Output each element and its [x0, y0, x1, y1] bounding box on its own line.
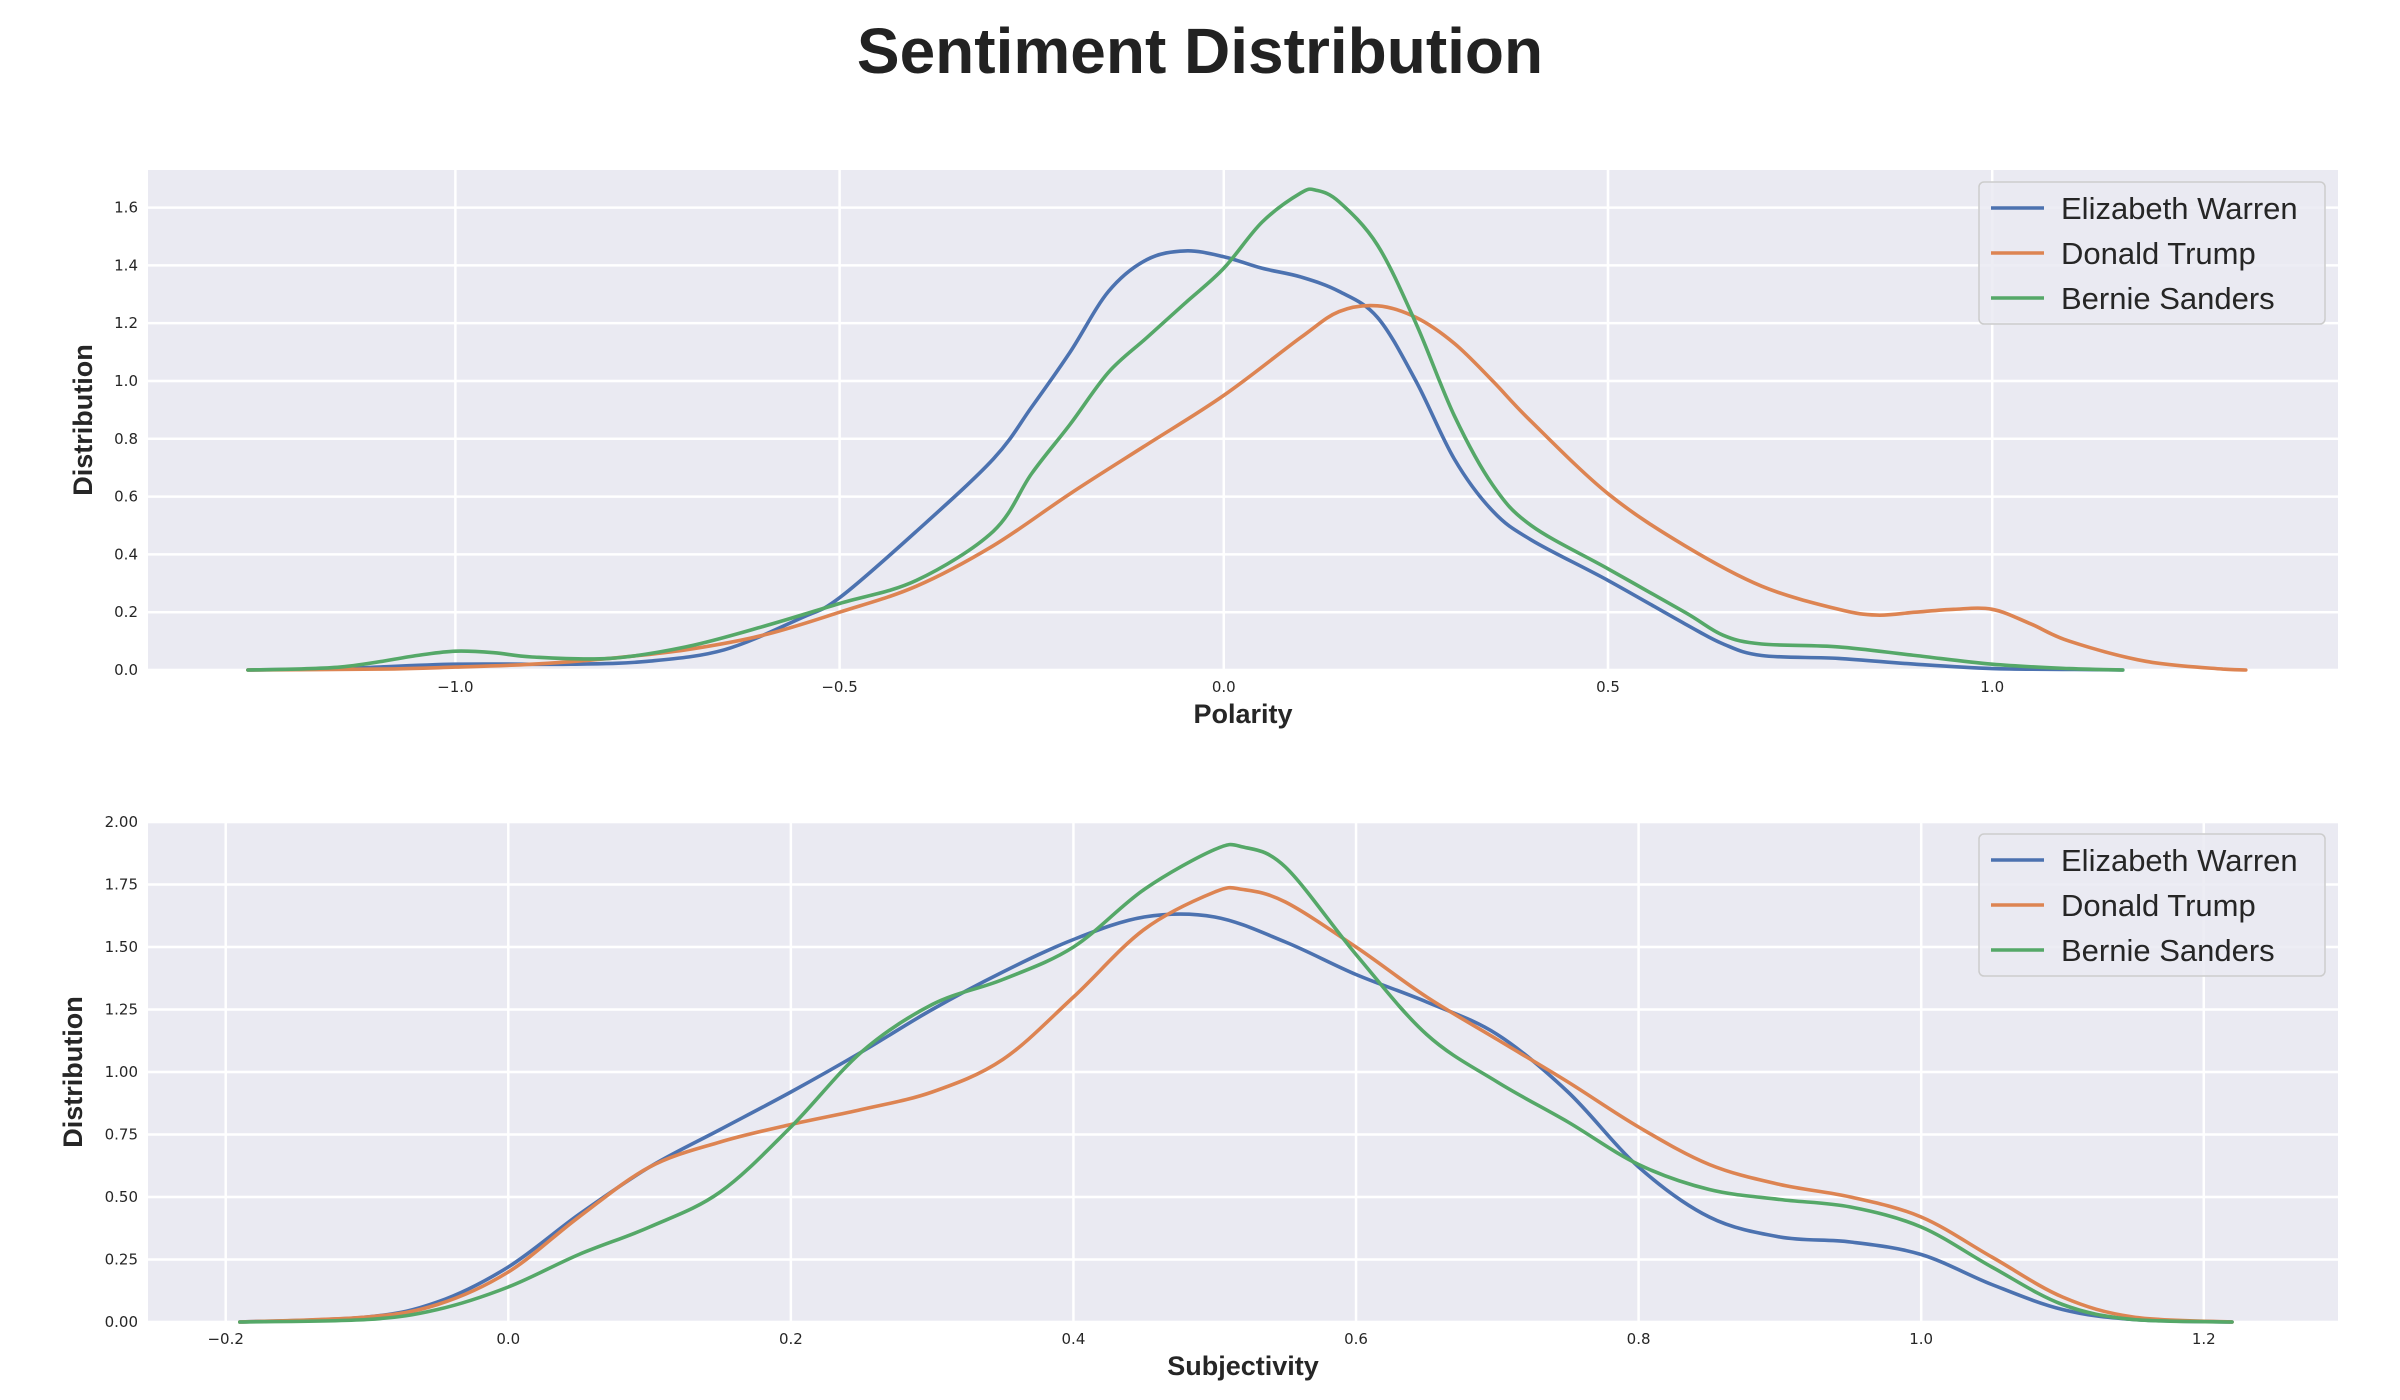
- y-tick-label: 0.00: [105, 1313, 138, 1331]
- y-tick-label: 1.2: [114, 314, 138, 332]
- legend-box: [1978, 181, 2326, 325]
- legend-label: Bernie Sanders: [2061, 281, 2275, 316]
- subplot-1: −1.0 −0.5 0.0 0.5 1.0 0.0 0.2 0.4 0.6 0.8 1.0 1.2 1.…: [68, 170, 2338, 729]
- legend: Elizabeth Warren Donald Trump Bernie Sande…: [1978, 833, 2326, 977]
- legend: Elizabeth Warren Donald Trump Bernie Sande…: [1978, 181, 2326, 325]
- x-tick-label: −0.2: [207, 1330, 243, 1348]
- y-tick-label: 0.25: [105, 1251, 138, 1269]
- y-tick-label: 0.4: [114, 545, 138, 563]
- series-line-donald-trump: [238, 885, 2234, 1324]
- x-tick-label: −0.5: [821, 678, 857, 696]
- y-tick-label: 0.6: [114, 488, 138, 506]
- y-tick-label: 1.50: [105, 938, 138, 956]
- x-tick-label: 0.0: [1212, 678, 1236, 696]
- series-line-elizabeth-warren: [246, 249, 2125, 672]
- series-line-bernie-sanders: [238, 842, 2234, 1324]
- legend-label: Elizabeth Warren: [2061, 191, 2298, 226]
- series-line-donald-trump: [246, 303, 2248, 672]
- y-tick-label: 2.00: [105, 813, 138, 831]
- series-line-bernie-sanders: [246, 187, 2125, 672]
- y-tick-label: 1.4: [114, 256, 138, 274]
- subplot-2: −0.2 0.0 0.2 0.4 0.6 0.8 1.0 1.2 0.00 0.25 0.50 0.7…: [58, 813, 2338, 1381]
- plot-area: [148, 170, 2338, 670]
- x-tick-label: 0.0: [496, 1330, 520, 1348]
- y-axis-label: Distribution: [68, 344, 98, 495]
- x-tick-label: 1.0: [1980, 678, 2004, 696]
- y-tick-label: 0.50: [105, 1188, 138, 1206]
- x-axis-label: Polarity: [1193, 699, 1292, 729]
- legend-label: Bernie Sanders: [2061, 933, 2275, 968]
- y-tick-label: 0.75: [105, 1126, 138, 1144]
- legend-box: [1978, 833, 2326, 977]
- x-tick-label: 0.8: [1627, 1330, 1651, 1348]
- x-tick-label: 0.2: [779, 1330, 803, 1348]
- y-axis-label: Distribution: [58, 996, 88, 1147]
- legend-label: Elizabeth Warren: [2061, 843, 2298, 878]
- x-tick-label: 1.2: [2192, 1330, 2216, 1348]
- x-axis-label: Subjectivity: [1167, 1351, 1319, 1381]
- y-tick-label: 0.0: [114, 661, 138, 679]
- x-tick-label: 1.0: [1909, 1330, 1933, 1348]
- y-tick-label: 1.0: [114, 372, 138, 390]
- x-tick-label: 0.4: [1062, 1330, 1086, 1348]
- y-tick-label: 1.6: [114, 199, 138, 217]
- y-tick-label: 0.8: [114, 430, 138, 448]
- x-tick-label: −1.0: [437, 678, 473, 696]
- y-tick-label: 1.00: [105, 1063, 138, 1081]
- y-tick-label: 1.75: [105, 876, 138, 894]
- figure-title: Sentiment Distribution: [856, 15, 1544, 87]
- y-tick-label: 1.25: [105, 1001, 138, 1019]
- x-tick-label: 0.5: [1596, 678, 1620, 696]
- x-tick-label: 0.6: [1344, 1330, 1368, 1348]
- y-tick-label: 0.2: [114, 603, 138, 621]
- legend-label: Donald Trump: [2061, 888, 2256, 923]
- legend-label: Donald Trump: [2061, 236, 2256, 271]
